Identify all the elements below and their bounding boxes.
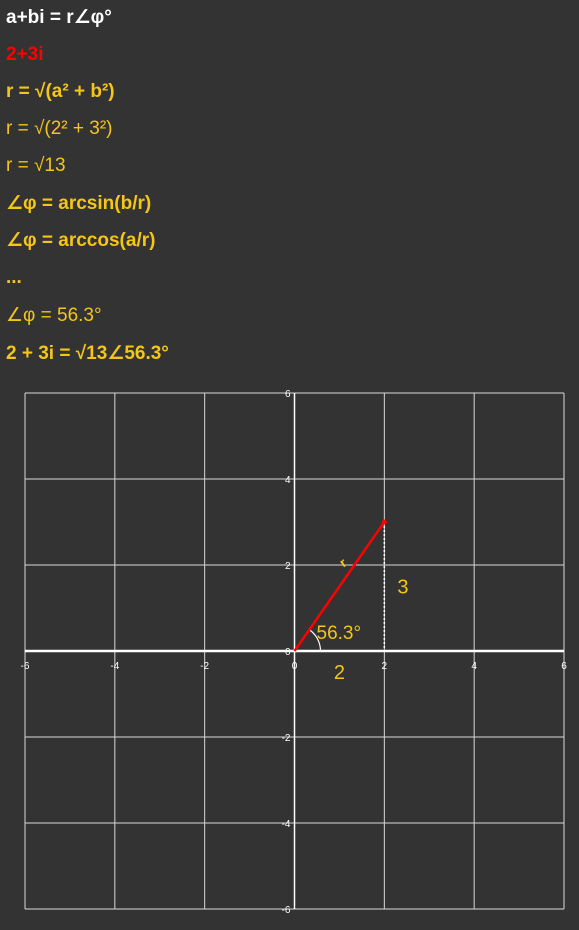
angle-arcsin-formula: ∠φ = arcsin(b/r) <box>6 193 152 214</box>
vector-line <box>293 521 386 652</box>
vector-endpoint <box>381 519 387 525</box>
x-tick-label: 4 <box>471 661 477 672</box>
polar-form-result: 2 + 3i = √13∠56.3° <box>6 343 169 364</box>
angle-arc <box>308 628 322 652</box>
modulus-label: r <box>336 555 349 570</box>
x-tick-label: 6 <box>561 661 567 672</box>
ellipsis: ... <box>6 267 22 288</box>
imaginary-part-label: 3 <box>397 577 408 599</box>
y-tick-label: -6 <box>282 905 291 916</box>
complex-number: 2+3i <box>6 44 44 65</box>
x-tick-label: 0 <box>292 661 298 672</box>
real-part-label: 2 <box>334 662 345 684</box>
polar-form-formula: a+bi = r∠φ° <box>6 7 112 28</box>
modulus-substituted: r = √(2² + 3²) <box>6 118 113 139</box>
x-tick-label: 2 <box>382 661 388 672</box>
y-tick-label: -2 <box>282 733 291 744</box>
angle-label: 56.3° <box>317 623 362 644</box>
y-tick-label: 2 <box>285 561 291 572</box>
modulus-formula: r = √(a² + b²) <box>6 81 115 102</box>
x-tick-label: -4 <box>110 661 119 672</box>
angle-result: ∠φ = 56.3° <box>6 305 102 326</box>
y-tick-label: 4 <box>285 475 291 486</box>
modulus-result: r = √13 <box>6 155 66 176</box>
angle-arccos-formula: ∠φ = arccos(a/r) <box>6 230 156 251</box>
y-tick-label: 0 <box>285 647 291 658</box>
x-tick-label: -2 <box>200 661 209 672</box>
x-tick-label: -6 <box>21 661 30 672</box>
y-tick-label: -4 <box>282 819 291 830</box>
y-tick-label: 6 <box>285 389 291 400</box>
